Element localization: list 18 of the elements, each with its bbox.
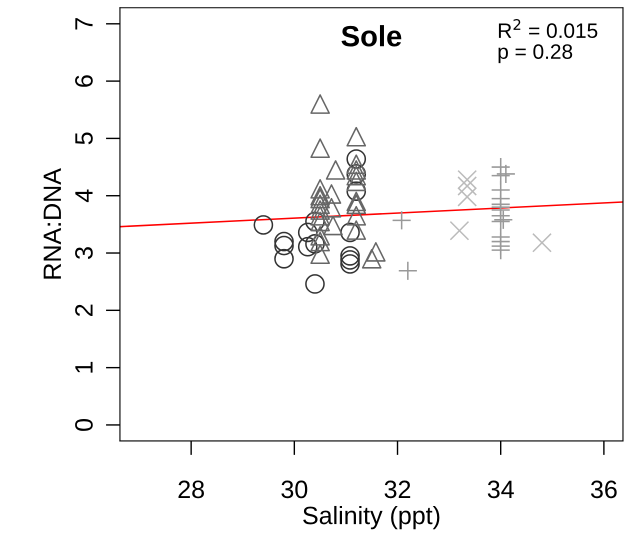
x-axis-title: Salinity (ppt) xyxy=(303,506,440,530)
y-tick-label: 5 xyxy=(75,132,93,144)
annotation: p = 0.28 xyxy=(498,44,572,64)
y-axis-title: RNA:DNA xyxy=(44,168,61,279)
y-tick-label: 2 xyxy=(75,304,93,316)
x-tick-label: 30 xyxy=(281,480,308,498)
y-tick-label: 0 xyxy=(75,418,93,431)
x-tick-label: 32 xyxy=(384,480,410,498)
x-tick-label: 36 xyxy=(590,480,617,498)
chart-title: Sole xyxy=(342,25,402,47)
x-tick-label: 34 xyxy=(488,480,514,498)
y-tick-label: 6 xyxy=(75,75,93,87)
y-tick-label: 7 xyxy=(75,18,93,30)
annotation: R$^{2}$ = 0.015 xyxy=(498,19,598,38)
y-tick-label: 4 xyxy=(75,189,93,202)
y-tick-label: 1 xyxy=(75,362,93,373)
y-tick-label: 3 xyxy=(75,247,93,260)
x-tick-label: 28 xyxy=(178,480,204,498)
